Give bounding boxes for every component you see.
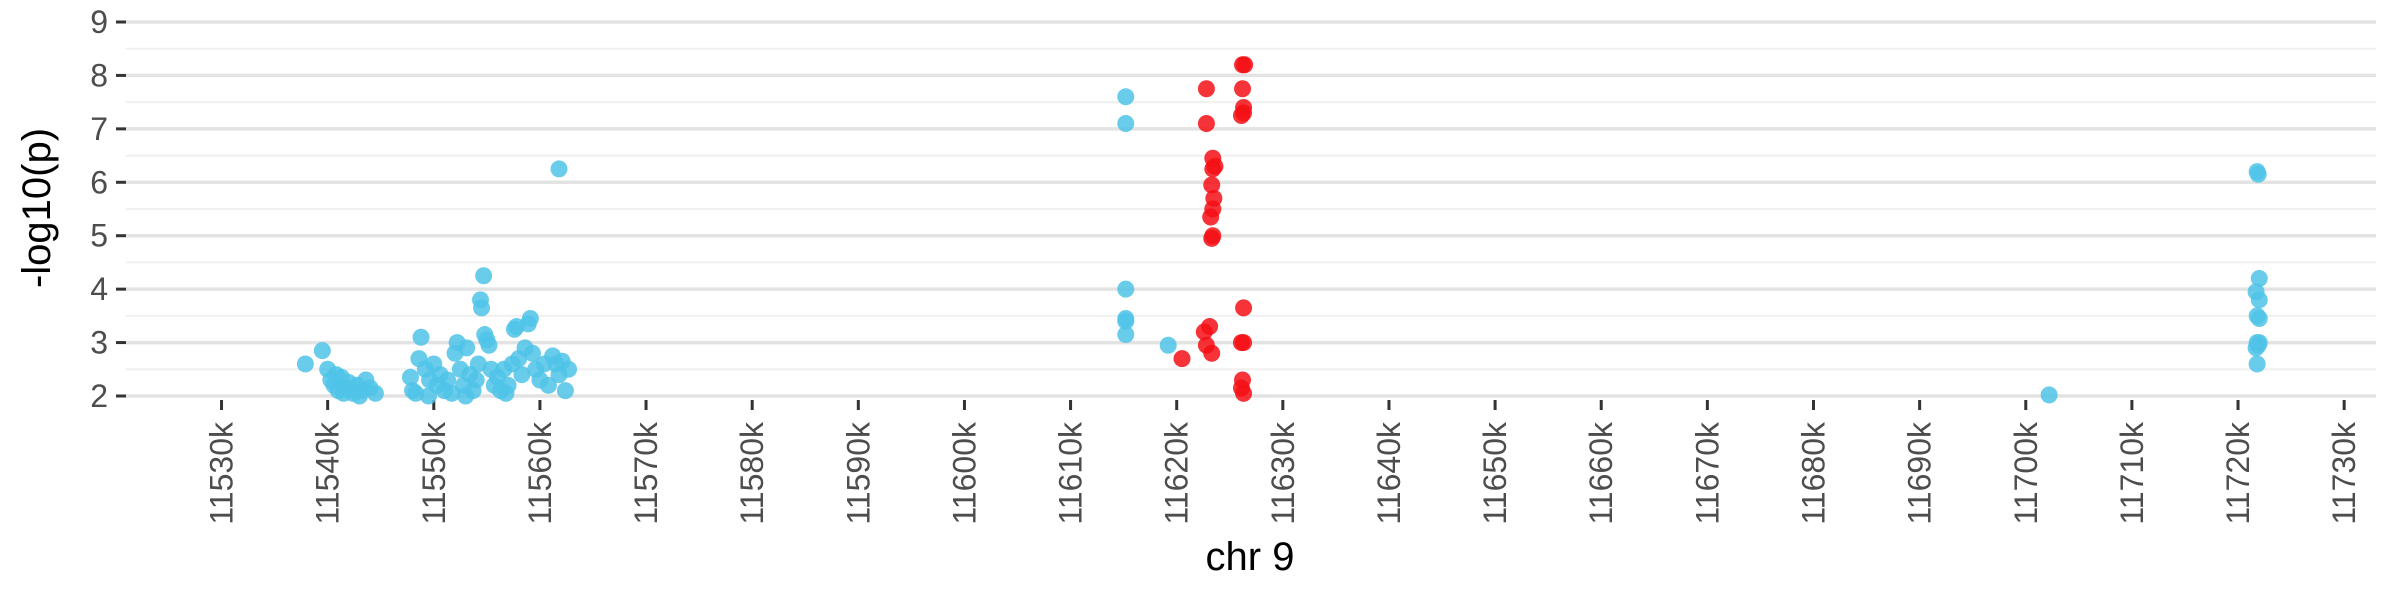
snp-point bbox=[1117, 326, 1135, 344]
lead-snp-point bbox=[1204, 227, 1222, 245]
snp-point bbox=[2247, 339, 2265, 357]
snp-point bbox=[2248, 355, 2266, 373]
snp-point bbox=[1117, 280, 1135, 298]
snp-point bbox=[313, 342, 331, 360]
lead-snp-point bbox=[1235, 299, 1253, 317]
snp-point bbox=[2250, 269, 2268, 287]
snp-point bbox=[296, 355, 314, 373]
snp-point bbox=[1117, 312, 1135, 330]
y-tick-label: 8 bbox=[90, 57, 108, 93]
y-tick-label: 9 bbox=[90, 4, 108, 40]
x-tick-label: 11570k bbox=[628, 421, 664, 525]
x-tick-label: 11730k bbox=[2326, 421, 2362, 525]
y-tick-label: 4 bbox=[90, 271, 108, 307]
snp-point bbox=[539, 376, 557, 394]
x-tick-label: 11720k bbox=[2220, 421, 2256, 525]
y-axis: 2 3 4 5 6 7 8 9 bbox=[90, 4, 126, 414]
data-points bbox=[296, 56, 2268, 405]
x-tick-label: 11600k bbox=[946, 421, 982, 525]
x-tick-label: 11620k bbox=[1159, 421, 1195, 525]
x-tick-label: 11690k bbox=[1902, 421, 1938, 525]
x-tick-label: 11660k bbox=[1583, 421, 1619, 525]
y-tick-label: 6 bbox=[90, 164, 108, 200]
x-tick-label: 11710k bbox=[2114, 421, 2150, 525]
x-tick-label: 11610k bbox=[1053, 421, 1089, 525]
y-axis-title: -log10(p) bbox=[15, 128, 59, 288]
snp-point bbox=[497, 384, 515, 402]
snp-point bbox=[467, 371, 485, 389]
snp-point bbox=[480, 336, 498, 354]
lead-snp-point bbox=[1235, 384, 1253, 402]
snp-point bbox=[401, 368, 419, 386]
snp-point bbox=[2040, 386, 2058, 404]
snp-point bbox=[521, 310, 539, 328]
x-tick-label: 11650k bbox=[1477, 421, 1513, 525]
snp-point bbox=[473, 299, 491, 317]
snp-point bbox=[327, 366, 345, 384]
snp-point bbox=[412, 328, 430, 346]
snp-point bbox=[469, 355, 487, 373]
y-tick-label: 7 bbox=[90, 111, 108, 147]
x-tick-label: 11530k bbox=[204, 421, 240, 525]
x-tick-label: 11580k bbox=[734, 421, 770, 525]
snp-point bbox=[556, 382, 574, 400]
lead-snp-point bbox=[1204, 149, 1222, 167]
x-tick-label: 11590k bbox=[840, 421, 876, 525]
x-tick-label: 11700k bbox=[2008, 421, 2044, 525]
lead-snp-point bbox=[1232, 107, 1250, 124]
lead-snp-point bbox=[1201, 318, 1219, 336]
snp-point bbox=[1117, 115, 1135, 133]
lead-snp-point bbox=[1197, 80, 1215, 98]
snp-point bbox=[1117, 88, 1135, 106]
snp-point bbox=[366, 384, 384, 402]
snp-point bbox=[550, 160, 568, 178]
snp-point bbox=[560, 360, 578, 378]
snp-point bbox=[523, 344, 541, 362]
lead-snp-point bbox=[1234, 80, 1252, 98]
lead-snp-point bbox=[1173, 350, 1191, 368]
snp-point bbox=[335, 384, 353, 402]
lead-snp-point bbox=[1235, 334, 1253, 352]
y-tick-label: 3 bbox=[90, 325, 108, 361]
x-tick-label: 11680k bbox=[1796, 421, 1832, 525]
grid-lines bbox=[126, 20, 2376, 398]
lead-snp-point bbox=[1197, 115, 1215, 133]
x-tick-label: 11560k bbox=[522, 421, 558, 525]
x-tick-label: 11670k bbox=[1689, 421, 1725, 525]
x-tick-label: 11640k bbox=[1371, 421, 1407, 525]
snp-point bbox=[458, 339, 476, 357]
snp-point bbox=[2250, 310, 2268, 328]
snp-point bbox=[2250, 291, 2268, 309]
snp-point bbox=[475, 267, 493, 285]
snp-point bbox=[457, 387, 475, 405]
lead-snp-point bbox=[1205, 189, 1223, 207]
x-tick-label: 11550k bbox=[416, 421, 452, 525]
x-axis-title: chr 9 bbox=[1206, 535, 1295, 579]
lead-snp-point bbox=[1203, 176, 1221, 194]
snp-point bbox=[350, 387, 368, 405]
snp-point bbox=[2249, 165, 2267, 183]
y-tick-label: 5 bbox=[90, 218, 108, 254]
lead-snp-point bbox=[1236, 56, 1254, 74]
y-tick-label: 2 bbox=[90, 378, 108, 414]
snp-point bbox=[513, 366, 531, 384]
x-axis: 11530k 11540k 11550k 11560k 11570k 11580k 1159… bbox=[204, 400, 2362, 525]
lead-snp-point bbox=[1203, 344, 1221, 362]
snp-point bbox=[1159, 336, 1177, 354]
snp-point bbox=[439, 371, 457, 389]
snp-point bbox=[407, 384, 425, 402]
snp-point bbox=[419, 387, 437, 405]
x-tick-label: 11630k bbox=[1265, 421, 1301, 525]
x-tick-label: 11540k bbox=[310, 421, 346, 525]
